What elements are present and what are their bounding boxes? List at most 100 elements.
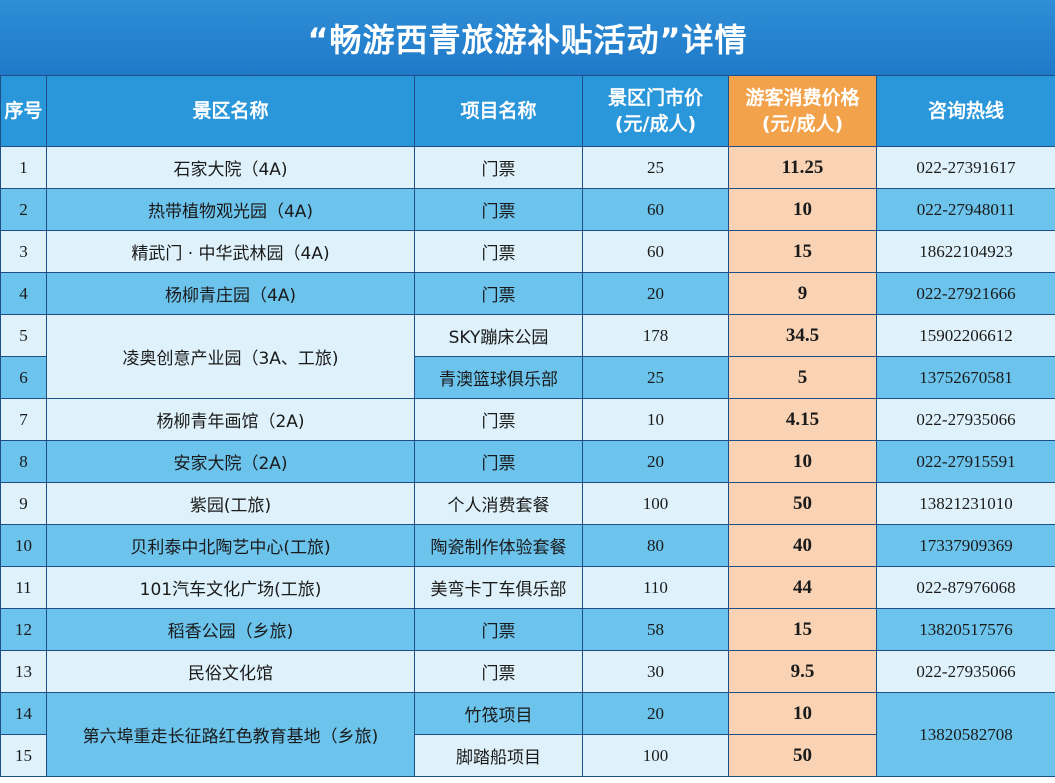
header-consumer-price-line1: 游客消费价格 (745, 87, 860, 109)
row-scenic-name: 安家大院（2A) (46, 440, 415, 483)
row-project: 门票 (414, 608, 583, 651)
row-market-price: 60 (582, 230, 729, 273)
header-hotline: 咨询热线 (876, 75, 1055, 147)
row-market-price: 25 (582, 146, 729, 189)
row-consumer-price: 11.25 (728, 146, 877, 189)
row-scenic-name: 101汽车文化广场(工旅) (46, 566, 415, 609)
row-hotline: 022-27935066 (876, 650, 1055, 693)
row-project: 门票 (414, 398, 583, 441)
row-hotline: 022-87976068 (876, 566, 1055, 609)
row-project: SKY蹦床公园 (414, 314, 583, 357)
row-hotline: 022-27921666 (876, 272, 1055, 315)
row-hotline: 15902206612 (876, 314, 1055, 357)
row-project: 门票 (414, 188, 583, 231)
row-no: 2 (0, 188, 47, 231)
row-no: 9 (0, 482, 47, 525)
row-consumer-price: 5 (728, 356, 877, 399)
row-hotline: 13820517576 (876, 608, 1055, 651)
table-row: 3 精武门 · 中华武林园（4A) 门票 60 15 18622104923 (0, 230, 1055, 273)
row-scenic-name: 稻香公园（乡旅) (46, 608, 415, 651)
row-no: 14 (0, 692, 47, 735)
row-no: 3 (0, 230, 47, 273)
row-project: 门票 (414, 146, 583, 189)
row-project: 美弯卡丁车俱乐部 (414, 566, 583, 609)
row-consumer-price: 50 (728, 482, 877, 525)
row-consumer-price: 40 (728, 524, 877, 567)
row-project: 门票 (414, 272, 583, 315)
row-consumer-price: 50 (728, 734, 877, 777)
row-no: 7 (0, 398, 47, 441)
page-title: “畅游西青旅游补贴活动”详情 (0, 0, 1055, 75)
row-consumer-price: 10 (728, 440, 877, 483)
row-market-price: 60 (582, 188, 729, 231)
table-row: 8 安家大院（2A) 门票 20 10 022-27915591 (0, 440, 1055, 483)
table-row: 9 紫园(工旅) 个人消费套餐 100 50 13821231010 (0, 482, 1055, 525)
header-market-price-line2: (元/成人) (614, 113, 697, 135)
row-scenic-name: 凌奥创意产业园（3A、工旅) (46, 314, 415, 399)
row-market-price: 25 (582, 356, 729, 399)
row-market-price: 20 (582, 692, 729, 735)
row-project: 脚踏船项目 (414, 734, 583, 777)
row-consumer-price: 15 (728, 230, 877, 273)
row-hotline: 13821231010 (876, 482, 1055, 525)
table-row: 6 青澳篮球俱乐部 25 5 13752670581 (0, 356, 1055, 399)
row-scenic-name: 第六埠重走长征路红色教育基地（乡旅) (46, 692, 415, 777)
row-scenic-name: 热带植物观光园（4A) (46, 188, 415, 231)
row-consumer-price: 10 (728, 188, 877, 231)
table-row: 10 贝利泰中北陶艺中心(工旅) 陶瓷制作体验套餐 80 40 17337909… (0, 524, 1055, 567)
row-consumer-price: 4.15 (728, 398, 877, 441)
table-row: 7 杨柳青年画馆（2A) 门票 10 4.15 022-27935066 (0, 398, 1055, 441)
row-market-price: 100 (582, 482, 729, 525)
row-consumer-price: 9.5 (728, 650, 877, 693)
row-no: 11 (0, 566, 47, 609)
row-no: 6 (0, 356, 47, 399)
row-consumer-price: 15 (728, 608, 877, 651)
header-scenic-name: 景区名称 (46, 75, 415, 147)
row-consumer-price: 34.5 (728, 314, 877, 357)
row-hotline: 13752670581 (876, 356, 1055, 399)
table-header-row: 序号 景区名称 项目名称 景区门市价 (元/成人) 游客消费价格 (元/成人) … (0, 75, 1055, 147)
table-row: 13 民俗文化馆 门票 30 9.5 022-27935066 (0, 650, 1055, 693)
row-project: 个人消费套餐 (414, 482, 583, 525)
row-no: 5 (0, 314, 47, 357)
table-row: 12 稻香公园（乡旅) 门票 58 15 13820517576 (0, 608, 1055, 651)
table-row: 1 石家大院（4A) 门票 25 11.25 022-27391617 (0, 146, 1055, 189)
row-hotline: 022-27391617 (876, 146, 1055, 189)
row-hotline: 18622104923 (876, 230, 1055, 273)
row-market-price: 10 (582, 398, 729, 441)
row-market-price: 58 (582, 608, 729, 651)
row-no: 10 (0, 524, 47, 567)
row-project: 陶瓷制作体验套餐 (414, 524, 583, 567)
row-scenic-name: 杨柳青庄园（4A) (46, 272, 415, 315)
row-no: 4 (0, 272, 47, 315)
row-market-price: 20 (582, 272, 729, 315)
row-no: 12 (0, 608, 47, 651)
row-hotline: 13820582708 (876, 692, 1055, 777)
row-consumer-price: 10 (728, 692, 877, 735)
row-scenic-name: 杨柳青年画馆（2A) (46, 398, 415, 441)
table-row: 2 热带植物观光园（4A) 门票 60 10 022-27948011 (0, 188, 1055, 231)
row-hotline: 022-27915591 (876, 440, 1055, 483)
header-project-name: 项目名称 (414, 75, 583, 147)
header-consumer-price: 游客消费价格 (元/成人) (728, 75, 877, 147)
row-consumer-price: 9 (728, 272, 877, 315)
row-market-price: 110 (582, 566, 729, 609)
table-row: 15 脚踏船项目 100 50 (0, 734, 1055, 777)
row-no: 15 (0, 734, 47, 777)
subsidy-table: 序号 景区名称 项目名称 景区门市价 (元/成人) 游客消费价格 (元/成人) … (0, 75, 1055, 777)
table-row: 11 101汽车文化广场(工旅) 美弯卡丁车俱乐部 110 44 022-879… (0, 566, 1055, 609)
row-hotline: 022-27948011 (876, 188, 1055, 231)
row-no: 8 (0, 440, 47, 483)
row-market-price: 30 (582, 650, 729, 693)
row-no: 1 (0, 146, 47, 189)
header-market-price-line1: 景区门市价 (607, 87, 703, 109)
row-scenic-name: 民俗文化馆 (46, 650, 415, 693)
header-consumer-price-line2: (元/成人) (761, 113, 844, 135)
table-row: 5 凌奥创意产业园（3A、工旅) SKY蹦床公园 178 34.5 159022… (0, 314, 1055, 399)
header-no: 序号 (0, 75, 47, 147)
row-market-price: 178 (582, 314, 729, 357)
table-row: 14 第六埠重走长征路红色教育基地（乡旅) 竹筏项目 20 10 1382058… (0, 692, 1055, 777)
row-hotline: 17337909369 (876, 524, 1055, 567)
row-scenic-name: 紫园(工旅) (46, 482, 415, 525)
row-scenic-name: 石家大院（4A) (46, 146, 415, 189)
